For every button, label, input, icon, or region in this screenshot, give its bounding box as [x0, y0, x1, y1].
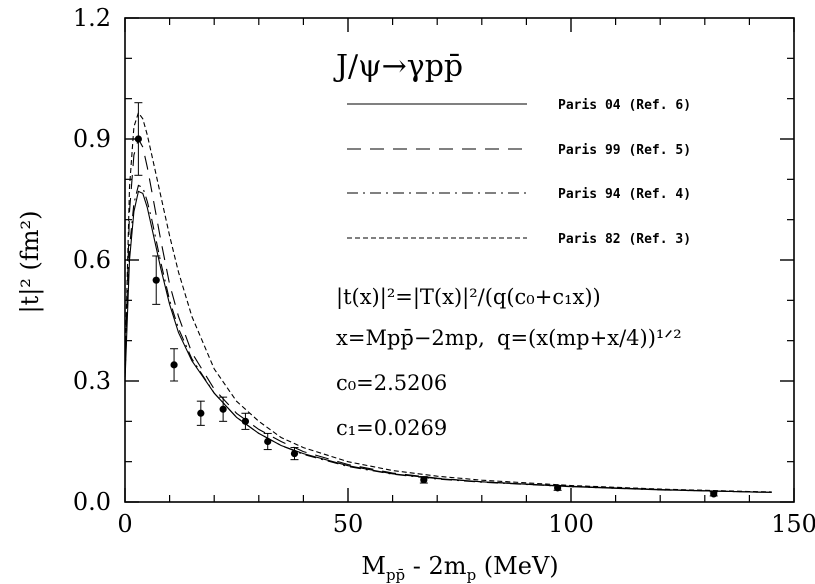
y-tick-label: 0.0	[73, 488, 111, 516]
data-point	[554, 484, 562, 492]
data-point	[197, 409, 205, 417]
curves	[124, 111, 772, 493]
data-point	[152, 276, 160, 284]
curve-paris-82-ref-3	[124, 111, 772, 493]
x-axis-title: Mpp̄ - 2mp (MeV)	[361, 552, 558, 584]
annotation-c1: c₁=0.0269	[336, 416, 447, 440]
plot-frame	[124, 17, 795, 503]
data-point	[420, 476, 428, 484]
data-point	[134, 135, 142, 143]
axis-ticks: 0 50 100 150 0.0 0.3 0.6 0.9 1.2	[73, 4, 815, 538]
y-tick-label: 0.3	[73, 367, 111, 395]
legend-label: Paris 94 (Ref. 4)	[558, 187, 691, 202]
data-point	[710, 490, 718, 498]
y-tick-label: 0.9	[73, 125, 111, 153]
legend: Paris 04 (Ref. 6) Paris 99 (Ref. 5) Paris …	[347, 98, 691, 247]
data-point	[241, 417, 250, 425]
data-point	[219, 405, 227, 413]
annotation-formula-3: q=(x(mp+x/4))¹ᐟ²	[497, 326, 682, 350]
x-tick-label: 150	[771, 510, 815, 538]
data-point	[170, 361, 178, 369]
curve-paris-94-ref-4	[124, 184, 772, 493]
annotation-formula-2: x=Mpp̄−2mp,	[336, 326, 485, 350]
x-tick-label: 0	[117, 510, 132, 538]
x-tick-label: 50	[333, 510, 364, 538]
data-point	[264, 437, 272, 446]
y-axis-title: |t|² (fm²)	[16, 210, 45, 313]
y-tick-label: 1.2	[73, 4, 111, 32]
y-tick-label: 0.6	[73, 246, 111, 274]
legend-label: Paris 04 (Ref. 6)	[558, 98, 691, 113]
legend-label: Paris 82 (Ref. 3)	[558, 232, 691, 247]
chart-title: J/ψ→γpp̄	[333, 49, 463, 84]
annotation-c0: c₀=2.5206	[336, 371, 447, 395]
data-point	[290, 450, 299, 458]
legend-label: Paris 99 (Ref. 5)	[558, 143, 691, 158]
annotation-formula-1: |t(x)|²=|T(x)|²/(q(c₀+c₁x))	[336, 285, 601, 310]
x-tick-label: 100	[548, 510, 594, 538]
data-points	[134, 102, 718, 498]
